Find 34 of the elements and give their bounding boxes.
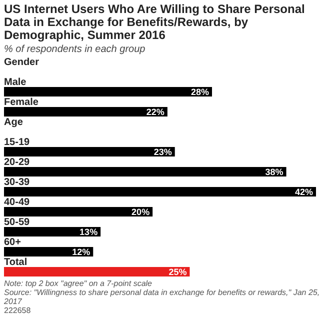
y-tick-label: 40-49 [4, 197, 30, 208]
bar [4, 267, 190, 276]
y-tick-label: 60+ [4, 237, 22, 248]
data-label: 25% [168, 266, 187, 277]
source-note: Source: "Willingness to share personal data in exchange for benefits or rewards," Jan 25, 2017 [4, 288, 321, 306]
bar [4, 207, 153, 216]
chart-subtitle: % of respondents in each group [4, 44, 146, 55]
y-tick-label: Age [4, 117, 24, 128]
data-label: 38% [265, 166, 284, 177]
data-label: 42% [294, 186, 313, 197]
y-tick-label: 15-19 [4, 137, 30, 148]
y-tick-label: Total [4, 257, 28, 268]
data-label: 13% [80, 226, 98, 237]
bar [4, 87, 212, 96]
bar [4, 167, 286, 176]
data-label: 22% [146, 106, 164, 117]
text: 222658 [4, 306, 32, 315]
annotation: Note: top 2 box "agree" on a 7-point scale [4, 279, 153, 288]
data-label: 12% [72, 246, 90, 257]
bar [4, 107, 168, 116]
bar [4, 227, 101, 236]
bar [4, 247, 94, 256]
data-label: 20% [132, 206, 150, 217]
data-label: 23% [154, 146, 172, 157]
data-label: 28% [190, 86, 209, 97]
y-tick-label: Gender [4, 57, 40, 68]
chart-title: US Internet Users Who Are Willing to Share Personal Data in Exchange for Benefits/Rewards, by Demographic, Summer 2016 [4, 2, 306, 42]
y-tick-label: 50-59 [4, 217, 30, 228]
bar [4, 147, 175, 156]
y-tick-label: 30-39 [4, 177, 30, 188]
y-tick-label: 20-29 [4, 157, 30, 168]
y-tick-label: Female [4, 97, 39, 108]
bar [4, 187, 316, 196]
y-tick-label: Male [4, 77, 27, 88]
